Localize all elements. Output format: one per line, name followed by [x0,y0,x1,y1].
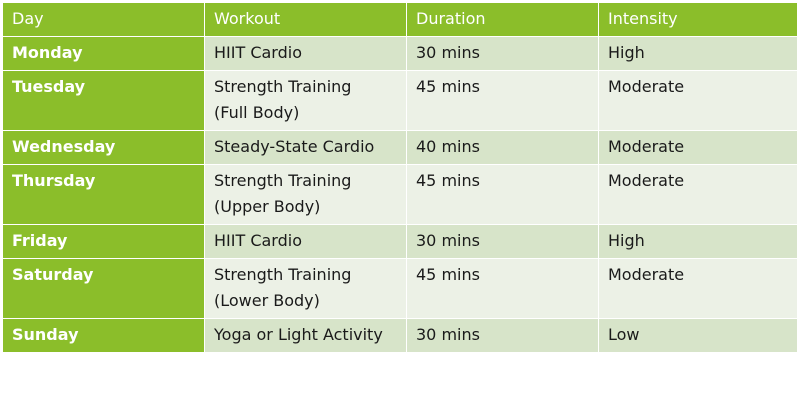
duration-cell: 30 mins [406,224,599,259]
header-workout: Workout [204,2,407,37]
day-cell: Friday [2,224,205,259]
workout-cell: HIIT Cardio [204,224,407,259]
table-row: Wednesday Steady-State Cardio 40 mins Moder… [2,130,798,165]
header-row: Day Workout Duration Intensity [2,2,798,37]
workout-line: HIIT Cardio [214,43,302,62]
duration-cell: 45 mins [406,164,599,225]
intensity-cell: Moderate [598,130,798,165]
header-duration: Duration [406,2,599,37]
table-row: Tuesday Strength Training (Full Body) 45 mi… [2,70,798,131]
header-day: Day [2,2,205,37]
day-cell: Wednesday [2,130,205,165]
workout-line: Steady-State Cardio [214,137,375,156]
duration-cell: 40 mins [406,130,599,165]
duration-cell: 30 mins [406,36,599,71]
workout-line: Strength Training [214,265,352,284]
workout-cell: HIIT Cardio [204,36,407,71]
workout-cell: Strength Training (Upper Body) [204,164,407,225]
table-row: Sunday Yoga or Light Activity 30 mins Low [2,318,798,353]
workout-cell: Yoga or Light Activity [204,318,407,353]
workout-line: Strength Training [214,77,352,96]
intensity-cell: Low [598,318,798,353]
intensity-cell: High [598,224,798,259]
intensity-cell: Moderate [598,258,798,319]
duration-cell: 45 mins [406,258,599,319]
day-cell: Sunday [2,318,205,353]
day-cell: Saturday [2,258,205,319]
workout-schedule-table: Day Workout Duration Intensity Monday HII… [2,2,798,353]
workout-cell: Strength Training (Lower Body) [204,258,407,319]
workout-cell: Strength Training (Full Body) [204,70,407,131]
table-row: Friday HIIT Cardio 30 mins High [2,224,798,259]
table-row: Monday HIIT Cardio 30 mins High [2,36,798,71]
day-cell: Tuesday [2,70,205,131]
intensity-cell: Moderate [598,70,798,131]
workout-line: HIIT Cardio [214,231,302,250]
table-row: Saturday Strength Training (Lower Body) 45 … [2,258,798,319]
duration-cell: 30 mins [406,318,599,353]
intensity-cell: Moderate [598,164,798,225]
header-intensity: Intensity [598,2,798,37]
workout-line: Strength Training [214,171,352,190]
workout-line: (Full Body) [214,103,300,122]
workout-cell: Steady-State Cardio [204,130,407,165]
day-cell: Thursday [2,164,205,225]
table-body: Monday HIIT Cardio 30 mins High Tuesday Stren… [2,36,798,353]
intensity-cell: High [598,36,798,71]
workout-line: Yoga or Light Activity [214,325,383,344]
duration-cell: 45 mins [406,70,599,131]
workout-line: (Lower Body) [214,291,320,310]
table-row: Thursday Strength Training (Upper Body) 45 … [2,164,798,225]
workout-line: (Upper Body) [214,197,321,216]
day-cell: Monday [2,36,205,71]
